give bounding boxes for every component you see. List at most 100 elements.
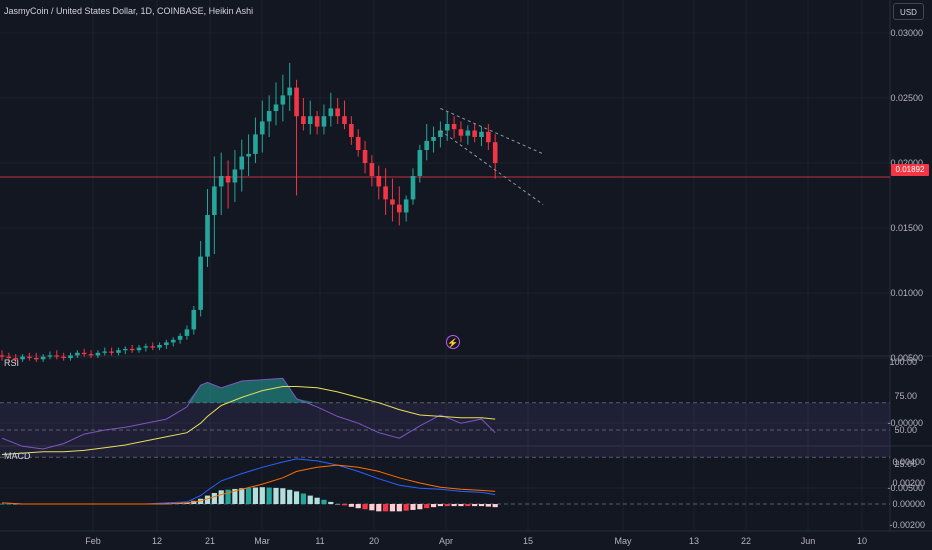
candle-body	[321, 116, 327, 127]
candle-body	[0, 355, 5, 357]
candle-body	[123, 348, 128, 351]
price-axis-label: 0.03000	[890, 28, 923, 38]
candle-body	[109, 351, 114, 353]
candle-body	[225, 176, 231, 183]
axes: Feb1221Mar1120Apr15May1322Jun100.040000.…	[85, 28, 925, 546]
rsi-title: RSI	[4, 358, 19, 368]
candle-body	[116, 350, 121, 353]
candle-body	[342, 116, 347, 124]
candle-body	[191, 309, 197, 330]
candle-body	[376, 176, 382, 187]
candle-body	[417, 150, 423, 176]
candle-body	[150, 346, 155, 348]
time-axis-label: 13	[689, 536, 699, 546]
macd-histogram-bar	[362, 504, 368, 510]
macd-histogram-bar	[239, 488, 245, 504]
macd-histogram-bar	[376, 504, 382, 512]
macd-axis-label: -0.00200	[889, 520, 925, 530]
time-axis-label: May	[614, 536, 632, 546]
price-axis-label: -0.00500	[887, 483, 923, 493]
price-pane[interactable]	[0, 62, 890, 364]
candle-body	[81, 352, 87, 355]
rsi-axis-label: 25.00	[894, 459, 917, 469]
time-axis-label: Feb	[85, 536, 101, 546]
rsi-axis-label: 75.00	[894, 391, 917, 401]
candle-body	[294, 87, 299, 117]
macd-histogram-bar	[225, 489, 231, 504]
rsi-overbought-fill	[2, 378, 496, 403]
candle-body	[239, 156, 245, 170]
candle-body	[205, 215, 210, 257]
candle-body	[218, 176, 224, 187]
macd-signal-line	[1, 464, 496, 505]
macd-histogram-bar	[280, 488, 286, 504]
rsi-line	[1, 377, 496, 450]
candle-body	[54, 355, 60, 357]
candle-body	[61, 356, 66, 358]
candle-body	[27, 356, 32, 358]
candle-body	[129, 348, 135, 351]
candle-body	[177, 335, 183, 340]
time-axis-label: 15	[523, 536, 533, 546]
macd-histogram-bar	[218, 490, 224, 504]
macd-histogram-bar	[383, 504, 389, 512]
candle-body	[301, 116, 306, 124]
currency-button[interactable]: USD	[893, 3, 924, 20]
price-axis-label: 0.00500	[890, 353, 923, 363]
candle-body	[47, 355, 53, 357]
macd-histogram-bar	[430, 504, 437, 508]
candle-body	[383, 186, 388, 200]
macd-histogram-bar	[6, 504, 12, 505]
channel-line[interactable]	[440, 107, 544, 155]
macd-histogram-bar	[437, 504, 443, 507]
macd-histogram-bar	[246, 487, 252, 504]
lightning-bolt-icon[interactable]: ⚡	[446, 335, 460, 349]
rsi-ma-line	[1, 386, 496, 455]
candle-body	[349, 124, 354, 137]
macd-pane[interactable]	[0, 458, 890, 512]
candle-body	[362, 150, 368, 163]
candle-body	[472, 130, 477, 137]
time-axis-label: 12	[152, 536, 162, 546]
candle-body	[314, 116, 320, 127]
macd-histogram-bar	[321, 499, 327, 504]
time-axis-label: 10	[857, 536, 867, 546]
candle-body	[438, 130, 443, 137]
candle-body	[6, 356, 12, 358]
macd-histogram-bar	[287, 489, 293, 504]
macd-histogram-bar	[472, 504, 478, 507]
candle-body	[212, 186, 217, 215]
macd-histogram-bar	[341, 504, 348, 506]
candle-body	[397, 204, 402, 213]
candle-body	[88, 354, 94, 356]
candle-body	[170, 339, 176, 343]
candle-body	[307, 116, 313, 124]
candle-body	[40, 356, 46, 360]
candle-body	[492, 142, 498, 163]
macd-axis-label: 0.00200	[892, 478, 925, 488]
price-axis-label: 0.02500	[890, 93, 923, 103]
candle-body	[369, 163, 375, 176]
candle-body	[486, 131, 491, 143]
macd-histogram-bar	[485, 504, 491, 507]
candle-body	[355, 137, 361, 150]
candle-body	[424, 140, 429, 150]
candle-body	[102, 351, 108, 353]
candle-body	[184, 329, 190, 336]
candle-body	[13, 358, 18, 360]
candle-body	[465, 130, 471, 136]
rsi-pane[interactable]	[0, 377, 890, 458]
candle-body	[410, 176, 416, 200]
candle-body	[431, 137, 436, 141]
candle-body	[246, 153, 251, 157]
time-axis-label: 11	[315, 536, 324, 546]
symbol-title[interactable]: JasmyCoin / United States Dollar, 1D, CO…	[4, 6, 254, 16]
time-axis-label: Jun	[801, 536, 816, 546]
time-axis-label: 21	[205, 536, 215, 546]
current-price-tag: 0.01892	[891, 164, 929, 176]
candle-body	[20, 356, 25, 360]
macd-histogram-bar	[444, 504, 450, 507]
macd-histogram-bar	[410, 504, 416, 510]
macd-histogram-bar	[389, 504, 396, 512]
